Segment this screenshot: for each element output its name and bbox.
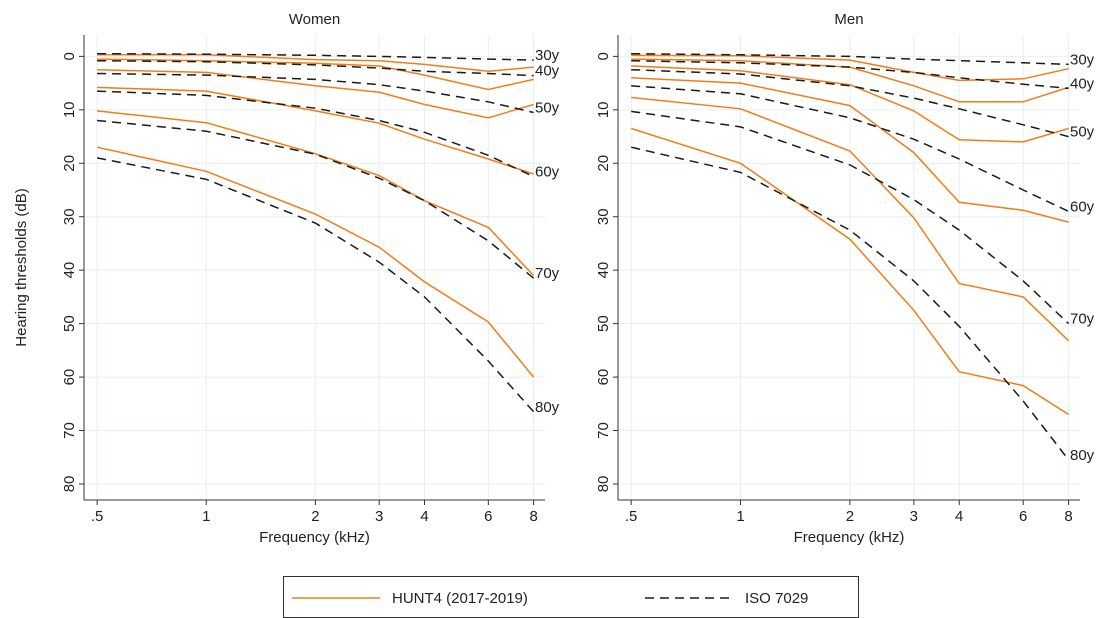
legend-label: HUNT4 (2017-2019) bbox=[392, 590, 528, 607]
series-line bbox=[97, 119, 535, 279]
x-tick-label: 3 bbox=[910, 508, 918, 525]
x-tick-label: 1 bbox=[736, 508, 744, 525]
y-axis-label: Hearing thresholds (dB) bbox=[13, 188, 30, 346]
x-tick-label: 6 bbox=[1019, 508, 1027, 525]
age-label: 30y bbox=[1070, 51, 1095, 68]
x-axis-label: Frequency (kHz) bbox=[794, 529, 905, 546]
series-line bbox=[631, 77, 1069, 223]
series-line bbox=[97, 52, 534, 61]
y-tick-label: 10 bbox=[595, 101, 612, 118]
series-line bbox=[631, 96, 1070, 342]
age-label: 40y bbox=[535, 63, 560, 80]
series-line bbox=[96, 157, 535, 413]
series-line bbox=[97, 90, 534, 178]
y-tick-label: 70 bbox=[61, 422, 78, 439]
panel-title: Men bbox=[834, 11, 863, 28]
series-line bbox=[631, 85, 1069, 213]
x-tick-label: 6 bbox=[484, 508, 492, 525]
y-tick-label: 80 bbox=[61, 476, 78, 493]
y-tick-label: 20 bbox=[61, 155, 78, 172]
x-tick-label: .5 bbox=[91, 508, 104, 525]
series-line bbox=[97, 86, 534, 175]
series-line bbox=[97, 59, 534, 77]
y-tick-label: 40 bbox=[61, 262, 78, 279]
age-label: 40y bbox=[1070, 75, 1095, 92]
y-tick-label: 50 bbox=[595, 315, 612, 332]
age-label: 80y bbox=[535, 399, 560, 416]
series-line bbox=[97, 72, 534, 114]
age-label: 70y bbox=[535, 265, 560, 282]
legend-box bbox=[283, 576, 859, 618]
series-line bbox=[97, 110, 535, 277]
age-label: 60y bbox=[535, 164, 560, 181]
x-tick-label: 1 bbox=[202, 508, 210, 525]
x-axis-label: Frequency (kHz) bbox=[259, 529, 370, 546]
y-tick-label: 20 bbox=[595, 155, 612, 172]
panel-title: Women bbox=[289, 11, 340, 28]
y-tick-label: 10 bbox=[61, 101, 78, 118]
y-tick-label: 50 bbox=[61, 315, 78, 332]
series-line bbox=[97, 68, 534, 119]
legend-label: ISO 7029 bbox=[745, 590, 808, 607]
series-line bbox=[631, 52, 1069, 66]
y-tick-label: 60 bbox=[595, 369, 612, 386]
age-label: 50y bbox=[535, 99, 560, 116]
series-line bbox=[97, 58, 534, 91]
x-tick-label: 8 bbox=[1064, 508, 1072, 525]
y-tick-label: 60 bbox=[61, 369, 78, 386]
series-line bbox=[631, 68, 1069, 138]
y-tick-label: 30 bbox=[61, 208, 78, 225]
x-tick-label: 4 bbox=[955, 508, 963, 525]
series-line bbox=[631, 65, 1069, 143]
series-line bbox=[631, 54, 1069, 82]
series-line bbox=[631, 110, 1070, 325]
y-tick-label: 30 bbox=[595, 208, 612, 225]
y-tick-label: 40 bbox=[595, 262, 612, 279]
age-label: 50y bbox=[1070, 124, 1095, 141]
x-tick-label: 4 bbox=[420, 508, 428, 525]
series-line bbox=[631, 58, 1069, 103]
y-tick-label: 80 bbox=[595, 476, 612, 493]
series-line bbox=[631, 146, 1070, 461]
series-line bbox=[96, 146, 535, 378]
y-tick-label: 0 bbox=[595, 52, 612, 60]
x-tick-label: 3 bbox=[375, 508, 383, 525]
series-line bbox=[631, 59, 1069, 90]
age-label: 80y bbox=[1070, 447, 1095, 464]
y-tick-label: 0 bbox=[61, 52, 78, 60]
age-label: 30y bbox=[535, 47, 560, 64]
y-tick-label: 70 bbox=[595, 422, 612, 439]
age-label: 70y bbox=[1070, 311, 1095, 328]
series-line bbox=[630, 127, 1070, 416]
age-label: 60y bbox=[1070, 198, 1095, 215]
x-tick-label: 2 bbox=[311, 508, 319, 525]
x-tick-label: 2 bbox=[846, 508, 854, 525]
x-tick-label: 8 bbox=[529, 508, 537, 525]
x-tick-label: .5 bbox=[625, 508, 638, 525]
